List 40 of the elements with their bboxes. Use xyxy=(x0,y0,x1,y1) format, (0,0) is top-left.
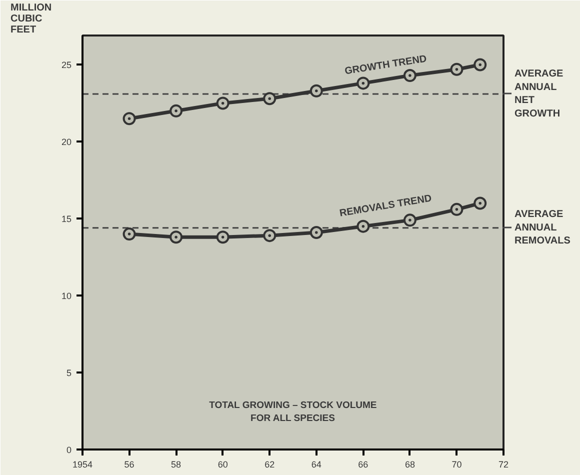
point xyxy=(170,104,183,118)
y-tick-label: 25 xyxy=(61,60,72,70)
x-tick-label: 56 xyxy=(124,460,134,470)
point xyxy=(403,69,416,82)
point xyxy=(403,214,416,227)
x-tick-label: 66 xyxy=(358,460,368,470)
y-tick-label: 15 xyxy=(61,214,72,224)
x-tick-label: 64 xyxy=(311,460,322,470)
point xyxy=(122,112,136,126)
x-tick-label: 58 xyxy=(171,460,182,470)
point xyxy=(474,196,487,210)
point xyxy=(263,92,276,106)
point xyxy=(122,228,136,241)
point xyxy=(263,229,276,242)
x-tick-label: 70 xyxy=(452,460,462,470)
ref-line-label: AVERAGE ANNUAL NET GROWTH xyxy=(514,68,564,120)
y-axis-title: MILLION CUBIC FEET xyxy=(10,2,52,36)
x-tick-label: 1954 xyxy=(72,460,93,470)
point xyxy=(216,230,230,244)
y-tick-label: 10 xyxy=(61,291,72,302)
point xyxy=(450,202,464,216)
x-tick-label: 60 xyxy=(218,460,228,470)
x-tick-label: 72 xyxy=(498,460,509,470)
y-tick-label: 5 xyxy=(66,368,72,378)
x-tick-label: 68 xyxy=(404,460,415,470)
point xyxy=(474,58,487,72)
point xyxy=(310,226,323,239)
point xyxy=(216,96,230,110)
y-tick-label: 20 xyxy=(61,137,72,148)
point xyxy=(450,62,464,76)
point xyxy=(170,230,183,244)
point xyxy=(356,76,370,90)
ref-line-label: AVERAGE ANNUAL REMOVALS xyxy=(514,209,571,247)
point xyxy=(310,84,323,98)
text: GROWTH TREND xyxy=(344,54,428,78)
text: REMOVALS TREND xyxy=(338,193,433,220)
y-tick-label: 0 xyxy=(66,445,72,455)
annotation: TOTAL GROWING – STOCK VOLUME FOR ALL SPECIES xyxy=(209,400,377,424)
point xyxy=(356,220,370,233)
x-tick-label: 62 xyxy=(264,460,275,470)
